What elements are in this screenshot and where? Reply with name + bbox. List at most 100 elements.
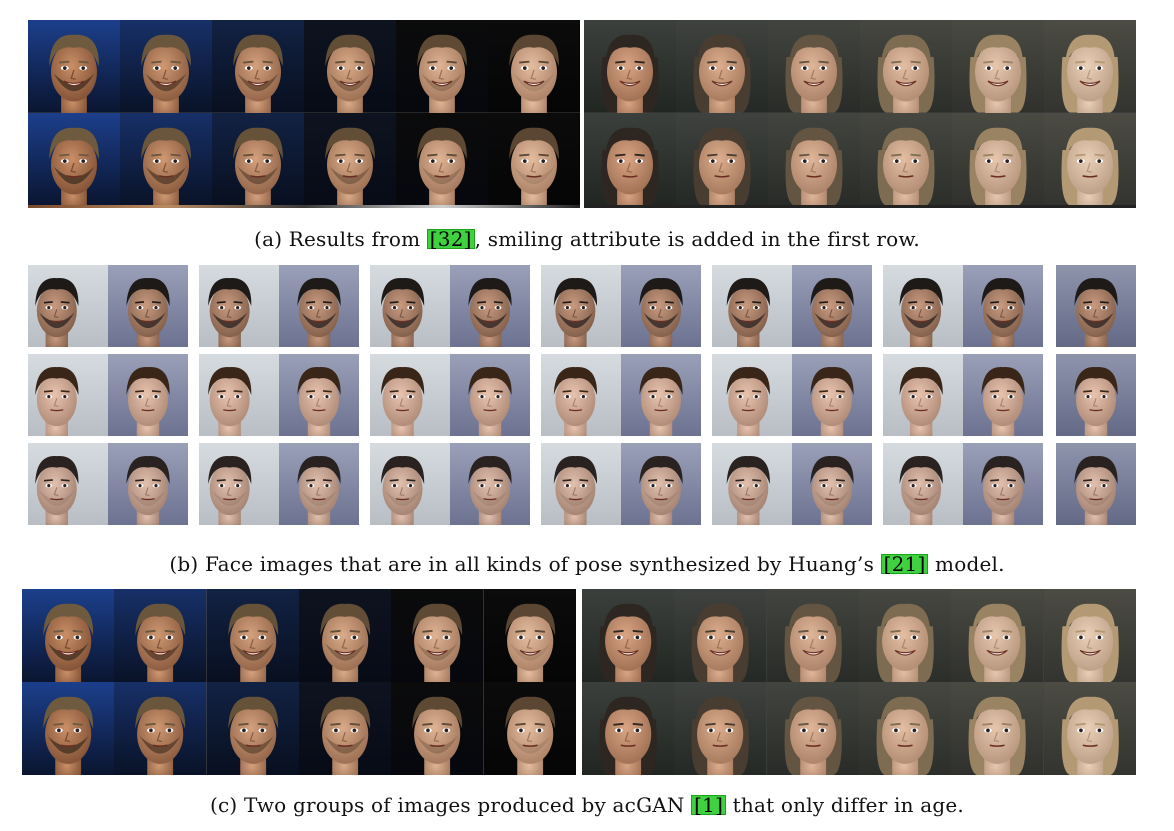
figure-a-right-face-r2-c3 xyxy=(768,112,860,205)
caption-b-citation[interactable]: [21] xyxy=(880,554,929,574)
caption-a-text-before: Results from xyxy=(288,227,427,251)
figure-c-right-panel xyxy=(582,589,1136,775)
figure-b-pose-pair-r1-p1 xyxy=(28,265,188,347)
figure-b-input-face xyxy=(28,443,108,525)
figure-a-left-panel xyxy=(28,20,580,205)
figure-c-left-face-r2-c4 xyxy=(299,682,392,775)
figure-b-input-face xyxy=(712,443,792,525)
figure-b-pose-pair-r3-p1 xyxy=(28,443,188,525)
figure-c-right-face-r1-c1 xyxy=(582,589,675,682)
figure-c-right-face-r1-c6 xyxy=(1043,589,1136,682)
figure-b-frontal-face xyxy=(108,443,188,525)
figure-b-frontal-face xyxy=(108,265,188,347)
caption-a-citation[interactable]: [32] xyxy=(426,229,475,249)
figure-b-input-face xyxy=(28,354,108,436)
figure-b-input-face xyxy=(883,443,963,525)
figure-a-left-face-r1-c1 xyxy=(28,20,120,113)
figure-c-right-face-r1-c3 xyxy=(766,589,859,682)
caption-c-citation[interactable]: [1] xyxy=(691,795,727,815)
figure-b-input-face xyxy=(199,265,279,347)
figure-b-frontal-face xyxy=(108,354,188,436)
figure-a-right-face-r1-c5 xyxy=(952,20,1044,113)
figure-b-frontal-face xyxy=(963,354,1043,436)
caption-b-label: (b) xyxy=(169,552,199,576)
figure-a-right-face-r1-c1 xyxy=(584,20,676,113)
figure-b-input-face xyxy=(541,443,621,525)
figure-c-left-face-r2-c5 xyxy=(391,682,484,775)
figure-b-frontal-face xyxy=(621,443,701,525)
figure-a-left-face-r1-c2 xyxy=(120,20,212,113)
figure-a-bottom-line xyxy=(584,205,1136,208)
figure-b-frontal-face xyxy=(450,354,530,436)
figure-c-left-face-r1-c2 xyxy=(114,589,207,682)
figure-c-left-face-r2-c3 xyxy=(206,682,299,775)
figure-b-input-face xyxy=(199,354,279,436)
figure-c-left-panel xyxy=(22,589,576,775)
figure-b-pose-pair-r3-p5 xyxy=(712,443,872,525)
figure-a-left-face-r1-c3 xyxy=(212,20,304,113)
caption-c-text-before: Two groups of images produced by acGAN xyxy=(244,793,692,817)
figure-a-right-face-r2-c2 xyxy=(676,112,768,205)
figure-a-right-face-r1-c6 xyxy=(1044,20,1136,113)
figure-b-pose-pair-r2-p6 xyxy=(883,354,1043,436)
figure-a-left-face-r2-c5 xyxy=(396,112,488,205)
figure-b-frontal-face xyxy=(792,265,872,347)
figure-c-right-face-r2-c5 xyxy=(951,682,1044,775)
figure-a-right-face-r2-c5 xyxy=(952,112,1044,205)
figure-b-pose-pair-r2-p5 xyxy=(712,354,872,436)
figure-a-right-face-r1-c3 xyxy=(768,20,860,113)
figure-b-input-face xyxy=(370,354,450,436)
figure-b-pose-pair-r3-p2 xyxy=(199,443,359,525)
caption-a-label: (a) xyxy=(254,227,283,251)
figure-a-right-face-r2-c4 xyxy=(860,112,952,205)
caption-a: (a) Results from [32], smiling attribute… xyxy=(0,227,1174,251)
figure-a-left-face-r1-c4 xyxy=(304,20,396,113)
figure-c-left-face-r1-c5 xyxy=(391,589,484,682)
figure-b-pose-pair-r2-p4 xyxy=(541,354,701,436)
figure-b-input-face xyxy=(883,354,963,436)
figure-b-pose-pair-r1-p5 xyxy=(712,265,872,347)
figure-b-input-face xyxy=(28,265,108,347)
caption-c: (c) Two groups of images produced by acG… xyxy=(0,793,1174,817)
figure-c-right-face-r1-c4 xyxy=(859,589,952,682)
figure-b-pose-pair-r1-p3 xyxy=(370,265,530,347)
figure-b-input-face xyxy=(712,265,792,347)
figure-b-input-face xyxy=(370,443,450,525)
figure-c-right-face-r2-c4 xyxy=(859,682,952,775)
figure-b-frontal-face xyxy=(963,443,1043,525)
figure-a-right-panel xyxy=(584,20,1136,205)
figure-b-pose-pair-r2-p1 xyxy=(28,354,188,436)
figure-c-right-face-r1-c2 xyxy=(674,589,767,682)
figure-a-left-face-r2-c1 xyxy=(28,112,120,205)
figure-c-right-face-r1-c5 xyxy=(951,589,1044,682)
figure-a-right-face-r1-c4 xyxy=(860,20,952,113)
figure-b-frontal-face xyxy=(279,265,359,347)
figure-b-final-frontal-face xyxy=(1056,265,1136,347)
figure-b-input-face xyxy=(199,443,279,525)
caption-b-text-before: Face images that are in all kinds of pos… xyxy=(204,552,881,576)
figure-c-left-face-r1-c6 xyxy=(483,589,576,682)
figure-b-pose-pair-r1-p2 xyxy=(199,265,359,347)
figure-a-left-face-r2-c3 xyxy=(212,112,304,205)
figure-c-left-face-r2-c6 xyxy=(483,682,576,775)
figure-a-left-face-r1-c5 xyxy=(396,20,488,113)
figure-b-final-frontal-face xyxy=(1056,354,1136,436)
figure-b-frontal-face xyxy=(279,354,359,436)
figure-a-right-face-r2-c6 xyxy=(1044,112,1136,205)
figure-a-left-face-r2-c2 xyxy=(120,112,212,205)
figure-c-right-face-r2-c6 xyxy=(1043,682,1136,775)
figure-b-frontal-face xyxy=(963,265,1043,347)
caption-c-label: (c) xyxy=(210,793,238,817)
figure-a-left-face-r1-c6 xyxy=(488,20,580,113)
figure-b-pose-pair-r1-p4 xyxy=(541,265,701,347)
figure-b-frontal-face xyxy=(792,443,872,525)
figure-b-frontal-face xyxy=(621,265,701,347)
caption-a-text-after: , smiling attribute is added in the firs… xyxy=(474,227,920,251)
figure-b-pose-pair-r2-p3 xyxy=(370,354,530,436)
figure-b-frontal-face xyxy=(621,354,701,436)
figure-b-input-face xyxy=(883,265,963,347)
figure-b-final-frontal-face xyxy=(1056,443,1136,525)
figure-a-left-face-r2-c6 xyxy=(488,112,580,205)
figure-c-left-face-r1-c1 xyxy=(22,589,115,682)
figure-b-pose-pair-r3-p4 xyxy=(541,443,701,525)
